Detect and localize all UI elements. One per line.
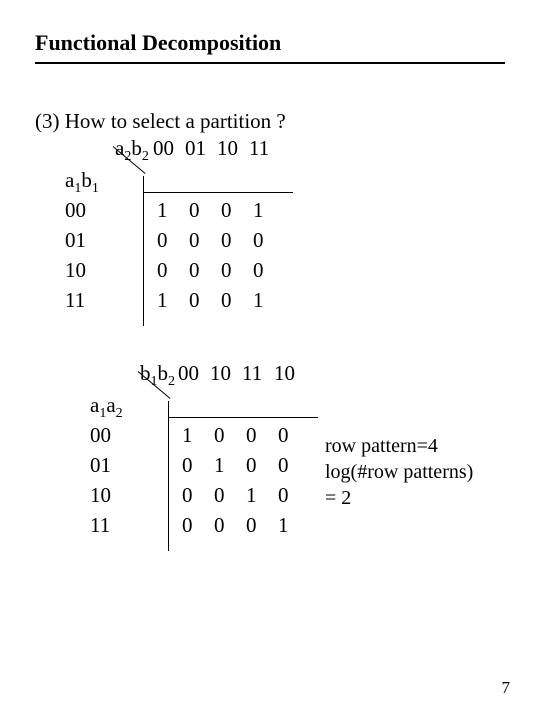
table-cell: 1 <box>246 483 257 508</box>
table-cell: 0 <box>221 198 232 223</box>
row-header: 00 <box>90 423 111 448</box>
col-header: 00 <box>153 136 174 161</box>
table-cell: 1 <box>253 198 264 223</box>
row-header: 01 <box>65 228 86 253</box>
table-cell: 0 <box>246 513 257 538</box>
table-cell: 0 <box>189 228 200 253</box>
table-cell: 0 <box>278 453 289 478</box>
col-header: 00 <box>178 361 199 386</box>
page-title: Functional Decomposition <box>35 30 505 64</box>
table-cell: 0 <box>221 258 232 283</box>
page-number: 7 <box>502 678 511 698</box>
table-cell: 0 <box>278 423 289 448</box>
row-header: 10 <box>90 483 111 508</box>
row-header: 11 <box>65 288 85 313</box>
table-cell: 0 <box>221 228 232 253</box>
col-header: 10 <box>274 361 295 386</box>
question-text: (3) How to select a partition ? <box>35 109 505 134</box>
side-note-line: log(#row patterns) <box>325 459 473 485</box>
table-cell: 0 <box>189 288 200 313</box>
table-cell: 0 <box>157 228 168 253</box>
table-cell: 1 <box>278 513 289 538</box>
col-header: 11 <box>249 136 269 161</box>
table-cell: 0 <box>246 453 257 478</box>
row-header: 10 <box>65 258 86 283</box>
row-header: 11 <box>90 513 110 538</box>
table-hline <box>168 417 318 418</box>
table-hline <box>143 192 293 193</box>
side-note-line: = 2 <box>325 485 473 511</box>
table-cell: 0 <box>214 513 225 538</box>
table-vline <box>168 401 169 551</box>
table-cell: 0 <box>253 258 264 283</box>
col-header: 10 <box>217 136 238 161</box>
table-cell: 0 <box>182 483 193 508</box>
table-cell: 0 <box>182 513 193 538</box>
col-header: 01 <box>185 136 206 161</box>
table-cell: 0 <box>189 198 200 223</box>
table-cell: 1 <box>157 198 168 223</box>
table-vline <box>143 176 144 326</box>
table-cell: 0 <box>182 453 193 478</box>
table-cell: 1 <box>182 423 193 448</box>
row-var-label: a1a2 <box>90 393 123 422</box>
side-note: row pattern=4 log(#row patterns) = 2 <box>325 433 473 511</box>
side-note-line: row pattern=4 <box>325 433 473 459</box>
table-cell: 0 <box>157 258 168 283</box>
row-var-label: a1b1 <box>65 168 99 197</box>
table-cell: 0 <box>214 423 225 448</box>
col-header: 10 <box>210 361 231 386</box>
table-cell: 0 <box>221 288 232 313</box>
row-header: 01 <box>90 453 111 478</box>
table-cell: 1 <box>157 288 168 313</box>
table-cell: 0 <box>214 483 225 508</box>
table-cell: 0 <box>278 483 289 508</box>
table-cell: 0 <box>189 258 200 283</box>
table-cell: 0 <box>246 423 257 448</box>
table-cell: 1 <box>253 288 264 313</box>
truth-table-1: a2b2 a1b1 000110110001101110010000000010… <box>65 136 505 331</box>
table-cell: 1 <box>214 453 225 478</box>
col-header: 11 <box>242 361 262 386</box>
table-cell: 0 <box>253 228 264 253</box>
col-var-label: b1b2 <box>140 361 175 390</box>
row-header: 00 <box>65 198 86 223</box>
